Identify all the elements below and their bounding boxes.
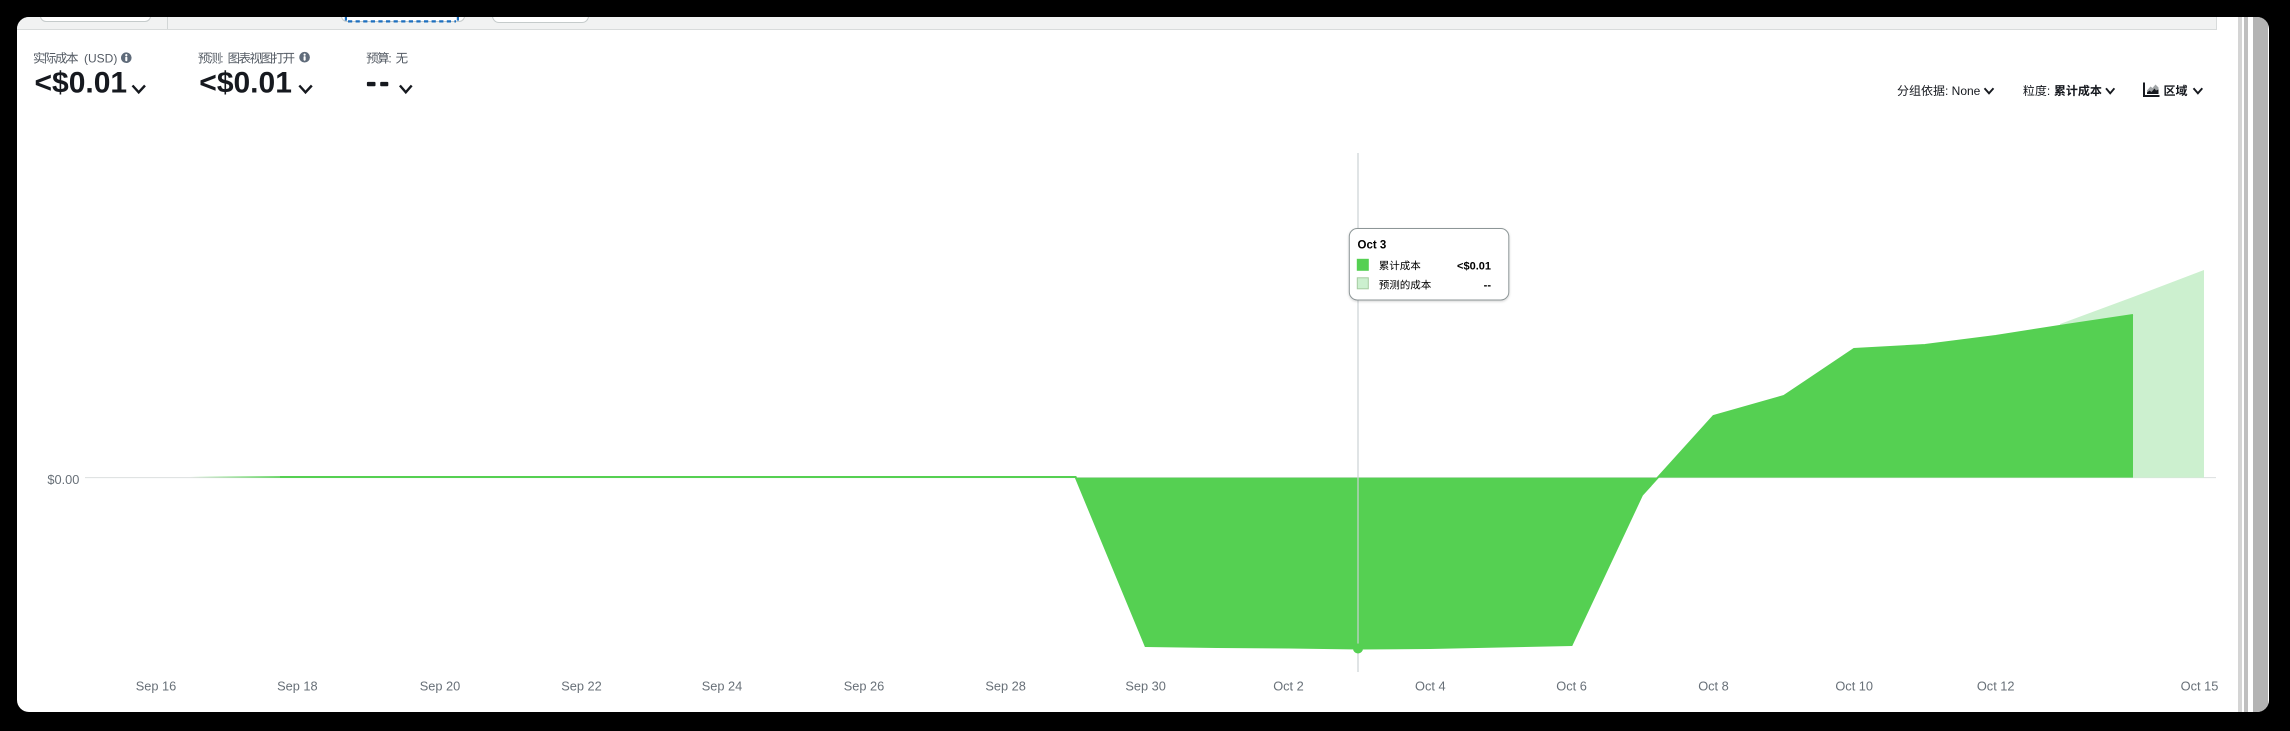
svg-text:Oct 10: Oct 10 <box>1835 679 1873 694</box>
svg-text:<$0.01: <$0.01 <box>1457 260 1491 272</box>
svg-text:Oct 12: Oct 12 <box>1977 679 2015 694</box>
svg-text:Oct 3: Oct 3 <box>1358 240 1387 252</box>
svg-text:Sep 28: Sep 28 <box>985 679 1026 694</box>
svg-text:Sep 22: Sep 22 <box>561 679 602 694</box>
svg-text:Sep 16: Sep 16 <box>136 679 177 694</box>
svg-text::: : <box>2047 84 2050 98</box>
svg-text:<$0.01: <$0.01 <box>35 67 128 100</box>
svg-text:Sep 30: Sep 30 <box>1125 679 1166 694</box>
svg-text::: : <box>388 52 391 66</box>
svg-text:(USD): (USD) <box>84 52 117 66</box>
svg-text:--: -- <box>1484 280 1492 292</box>
svg-text:Oct 6: Oct 6 <box>1556 679 1587 694</box>
svg-text::: : <box>220 52 223 66</box>
svg-text:Sep 26: Sep 26 <box>844 679 885 694</box>
svg-text:$0.00: $0.00 <box>47 472 79 487</box>
svg-text:Oct 15: Oct 15 <box>2181 679 2219 694</box>
svg-text:Sep 18: Sep 18 <box>277 679 318 694</box>
svg-text:Sep 20: Sep 20 <box>420 679 461 694</box>
svg-text:: None: : None <box>1945 84 1981 98</box>
svg-text:Sep 24: Sep 24 <box>702 679 743 694</box>
svg-text:<$0.01: <$0.01 <box>199 67 292 100</box>
svg-text:Oct 2: Oct 2 <box>1273 679 1304 694</box>
svg-text:Oct 8: Oct 8 <box>1698 679 1729 694</box>
svg-text:Oct 4: Oct 4 <box>1415 679 1446 694</box>
